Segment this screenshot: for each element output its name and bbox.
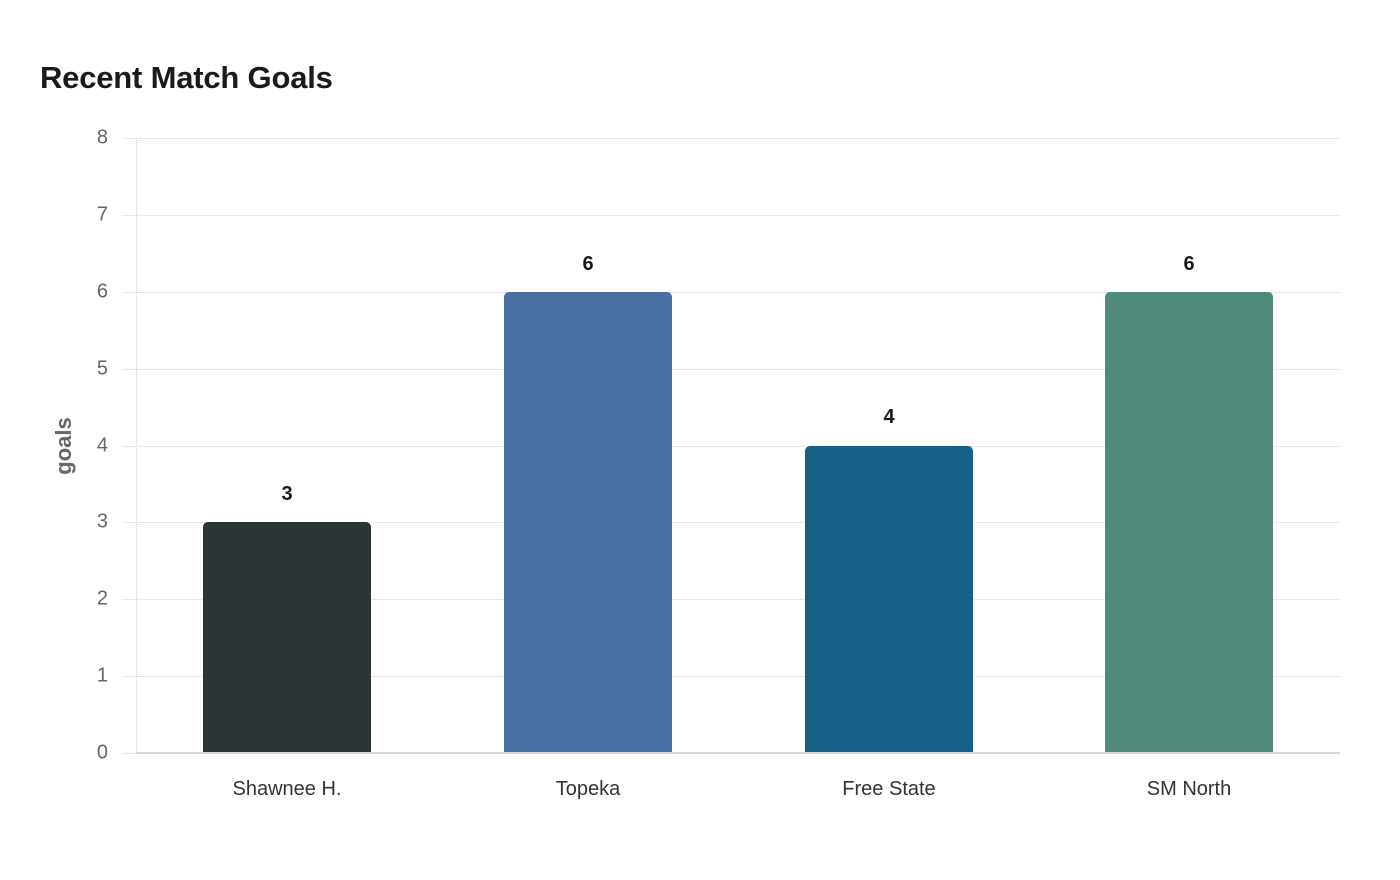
y-tick-label: 0 <box>96 741 108 764</box>
y-tick-label: 4 <box>96 434 108 456</box>
bar-free-state[interactable] <box>805 445 973 753</box>
y-tick-label: 2 <box>96 587 108 610</box>
bar-topeka[interactable] <box>504 291 672 753</box>
gridline <box>122 291 1340 293</box>
y-tick-label: 1 <box>96 664 108 687</box>
gridline <box>122 368 1340 370</box>
gridline <box>122 138 1340 139</box>
gridline <box>122 214 1340 216</box>
x-tick-label: Free State <box>842 778 936 800</box>
x-tick-label: SM North <box>1146 778 1232 800</box>
y-tick-label: 7 <box>96 203 108 226</box>
y-tick-label: 8 <box>96 126 108 149</box>
bar-value-label: 6 <box>582 253 594 275</box>
y-axis-line <box>136 138 137 753</box>
chart-title: Recent Match Goals <box>40 60 333 95</box>
bar-value-label: 6 <box>1183 253 1195 275</box>
x-tick-label: Shawnee H. <box>232 778 342 800</box>
plot-area: 0 1 2 3 4 5 6 7 8 3 6 4 6 Shawnee H. Top… <box>97 127 1340 800</box>
bar-sm-north[interactable] <box>1105 291 1273 753</box>
gridline <box>122 676 1340 678</box>
x-tick-label: Topeka <box>555 778 621 800</box>
y-tick-label: 6 <box>96 280 108 303</box>
y-tick-label: 5 <box>96 357 108 380</box>
gridline <box>122 599 1340 601</box>
gridline <box>122 445 1340 447</box>
bar-value-label: 4 <box>883 406 895 428</box>
bar-value-label: 3 <box>281 483 293 505</box>
bar-shawnee-h[interactable] <box>203 522 371 753</box>
gridline <box>122 522 1340 524</box>
y-tick-label: 3 <box>96 510 108 533</box>
x-axis-line <box>136 752 1340 754</box>
